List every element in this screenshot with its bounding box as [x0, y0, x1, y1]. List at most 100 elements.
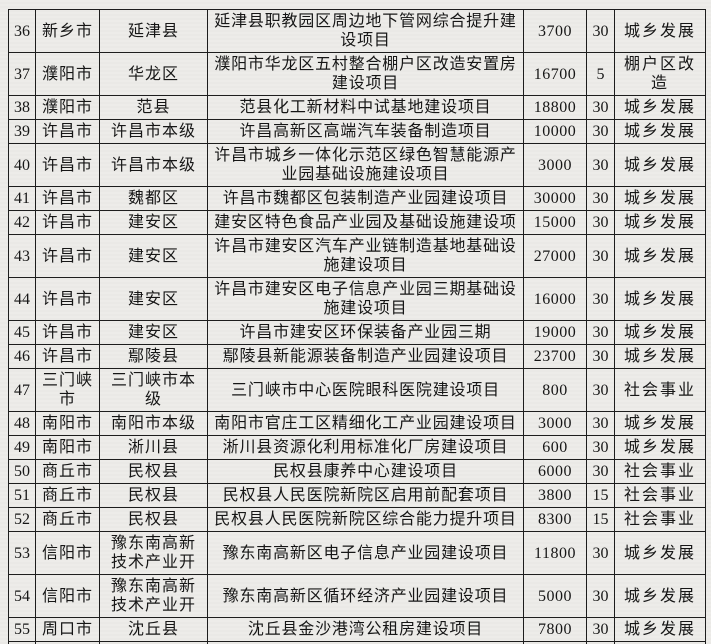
cell-city: 南阳市: [35, 435, 100, 460]
cell-category: 城乡发展: [614, 531, 706, 575]
table-row: 50 商丘市 民权县 民权县康养中心建设项目 6000 30 社会事业: [8, 459, 706, 484]
cell-county: 延津县: [99, 9, 208, 53]
cell-pct: 30: [586, 411, 615, 436]
table-row: 46 许昌市 鄢陵县 鄢陵县新能源装备制造产业园建设项目 23700 30 城乡发展: [8, 344, 706, 369]
cell-amount: 8300: [523, 507, 587, 532]
cell-category: 城乡发展: [614, 119, 706, 144]
cell-city: 商丘市: [35, 507, 100, 532]
cell-project: 濮阳市华龙区五村整合棚户区改造安置房建设项目: [207, 52, 524, 96]
cell-city: 商丘市: [35, 483, 100, 508]
cell-county: 许昌市本级: [99, 119, 208, 144]
cell-project: 民权县人民医院新院区综合能力提升项目: [207, 507, 524, 532]
cell-project: 许昌市建安区环保装备产业园三期: [207, 320, 524, 345]
cell-pct: 30: [586, 531, 615, 575]
cell-no: 54: [8, 574, 36, 618]
cell-pct: 30: [586, 143, 615, 187]
table-row: 43 许昌市 建安区 许昌市建安区汽车产业链制造基地基础设施建设项目 27000 30 城乡…: [8, 234, 706, 278]
cell-no: 50: [8, 459, 36, 484]
cell-no: 55: [8, 617, 36, 642]
cell-no: 44: [8, 277, 36, 321]
cell-project: 许昌市城乡一体化示范区绿色智慧能源产业园基础设施建设项目: [207, 143, 524, 187]
table-row: 45 许昌市 建安区 许昌市建安区环保装备产业园三期 19000 30 城乡发展: [8, 320, 706, 345]
cell-category: 棚户区改造: [614, 52, 706, 96]
cell-city: 濮阳市: [35, 95, 100, 120]
cell-county: 三门峡市本级: [99, 368, 208, 412]
cell-city: 三门峡市: [35, 368, 100, 412]
cell-amount: 800: [523, 368, 587, 412]
cell-project: 三门峡市中心医院眼科医院建设项目: [207, 368, 524, 412]
cell-category: 城乡发展: [614, 344, 706, 369]
cell-category: 城乡发展: [614, 574, 706, 618]
table-row: 40 许昌市 许昌市本级 许昌市城乡一体化示范区绿色智慧能源产业园基础设施建设项目 30…: [8, 143, 706, 187]
cell-category: 城乡发展: [614, 210, 706, 235]
cell-category: 社会事业: [614, 459, 706, 484]
table-row: 42 许昌市 建安区 建安区特色食品产业园及基础设施建设项 15000 30 城乡发展: [8, 210, 706, 235]
table-row: 41 许昌市 魏都区 许昌市魏都区包装制造产业园建设项目 30000 30 城乡发展: [8, 186, 706, 211]
cell-county: 范县: [99, 95, 208, 120]
cell-pct: 30: [586, 435, 615, 460]
cell-amount: 30000: [523, 186, 587, 211]
cell-amount: 3700: [523, 9, 587, 53]
cell-amount: 18800: [523, 95, 587, 120]
cell-category: 城乡发展: [614, 277, 706, 321]
cell-category: 城乡发展: [614, 617, 706, 642]
cell-category: 城乡发展: [614, 143, 706, 187]
cell-city: 许昌市: [35, 143, 100, 187]
cell-project: 延津县职教园区周边地下管网综合提升建设项目: [207, 9, 524, 53]
cell-county: 淅川县: [99, 435, 208, 460]
cell-city: 许昌市: [35, 234, 100, 278]
cell-category: 城乡发展: [614, 320, 706, 345]
cell-no: 45: [8, 320, 36, 345]
cell-no: 39: [8, 119, 36, 144]
table-row: 54 信阳市 豫东南高新技术产业开 豫东南高新区循环经济产业园建设项目 5000 30 城乡…: [8, 574, 706, 618]
cell-county: 民权县: [99, 507, 208, 532]
cell-category: 城乡发展: [614, 95, 706, 120]
cell-county: 魏都区: [99, 186, 208, 211]
cell-no: 36: [8, 9, 36, 53]
cell-city: 许昌市: [35, 210, 100, 235]
table-row: 38 濮阳市 范县 范县化工新材料中试基地建设项目 18800 30 城乡发展: [8, 95, 706, 120]
cell-county: 南阳市本级: [99, 411, 208, 436]
cell-city: 新乡市: [35, 9, 100, 53]
cell-pct: 30: [586, 234, 615, 278]
table-row: 48 南阳市 南阳市本级 南阳市官庄工区精细化工产业园建设项目 3000 30 城乡发展: [8, 411, 706, 436]
cell-no: 40: [8, 143, 36, 187]
cell-amount: 19000: [523, 320, 587, 345]
cell-amount: 16000: [523, 277, 587, 321]
cell-county: 豫东南高新技术产业开: [99, 531, 208, 575]
cell-no: 52: [8, 507, 36, 532]
table-row: 39 许昌市 许昌市本级 许昌高新区高端汽车装备制造项目 10000 30 城乡发展: [8, 119, 706, 144]
cell-city: 许昌市: [35, 119, 100, 144]
cell-county: 民权县: [99, 459, 208, 484]
cell-project: 南阳市官庄工区精细化工产业园建设项目: [207, 411, 524, 436]
cell-project: 建安区特色食品产业园及基础设施建设项: [207, 210, 524, 235]
cell-pct: 30: [586, 277, 615, 321]
cell-city: 信阳市: [35, 574, 100, 618]
table-row: 44 许昌市 建安区 许昌市建安区电子信息产业园三期基础设施建设项目 16000 30 城乡…: [8, 277, 706, 321]
cell-city: 周口市: [35, 617, 100, 642]
cell-no: 47: [8, 368, 36, 412]
cell-category: 社会事业: [614, 368, 706, 412]
cell-pct: 30: [586, 459, 615, 484]
cell-category: 社会事业: [614, 507, 706, 532]
cell-category: 城乡发展: [614, 186, 706, 211]
cell-category: 社会事业: [614, 483, 706, 508]
projects-table: 36 新乡市 延津县 延津县职教园区周边地下管网综合提升建设项目 3700 30 城乡发展 3…: [8, 9, 706, 644]
cell-project: 许昌市建安区电子信息产业园三期基础设施建设项目: [207, 277, 524, 321]
cell-category: 城乡发展: [614, 9, 706, 53]
cell-city: 许昌市: [35, 320, 100, 345]
cell-pct: 30: [586, 368, 615, 412]
cell-project: 豫东南高新区循环经济产业园建设项目: [207, 574, 524, 618]
table-row: 36 新乡市 延津县 延津县职教园区周边地下管网综合提升建设项目 3700 30 城乡发展: [8, 9, 706, 53]
table-body: 36 新乡市 延津县 延津县职教园区周边地下管网综合提升建设项目 3700 30 城乡发展 3…: [8, 9, 706, 644]
cell-amount: 16700: [523, 52, 587, 96]
cell-county: 许昌市本级: [99, 143, 208, 187]
cell-county: 鄢陵县: [99, 344, 208, 369]
cell-pct: 30: [586, 119, 615, 144]
table-row: 56周口市郸城县郸城县伞业交易市场建设项目1100030城乡发展: [8, 641, 706, 644]
cell-no: 51: [8, 483, 36, 508]
cell-county: 民权县: [99, 483, 208, 508]
table-row: 55 周口市 沈丘县 沈丘县金沙港湾公租房建设项目 7800 30 城乡发展: [8, 617, 706, 642]
cell-project: 民权县康养中心建设项目: [207, 459, 524, 484]
